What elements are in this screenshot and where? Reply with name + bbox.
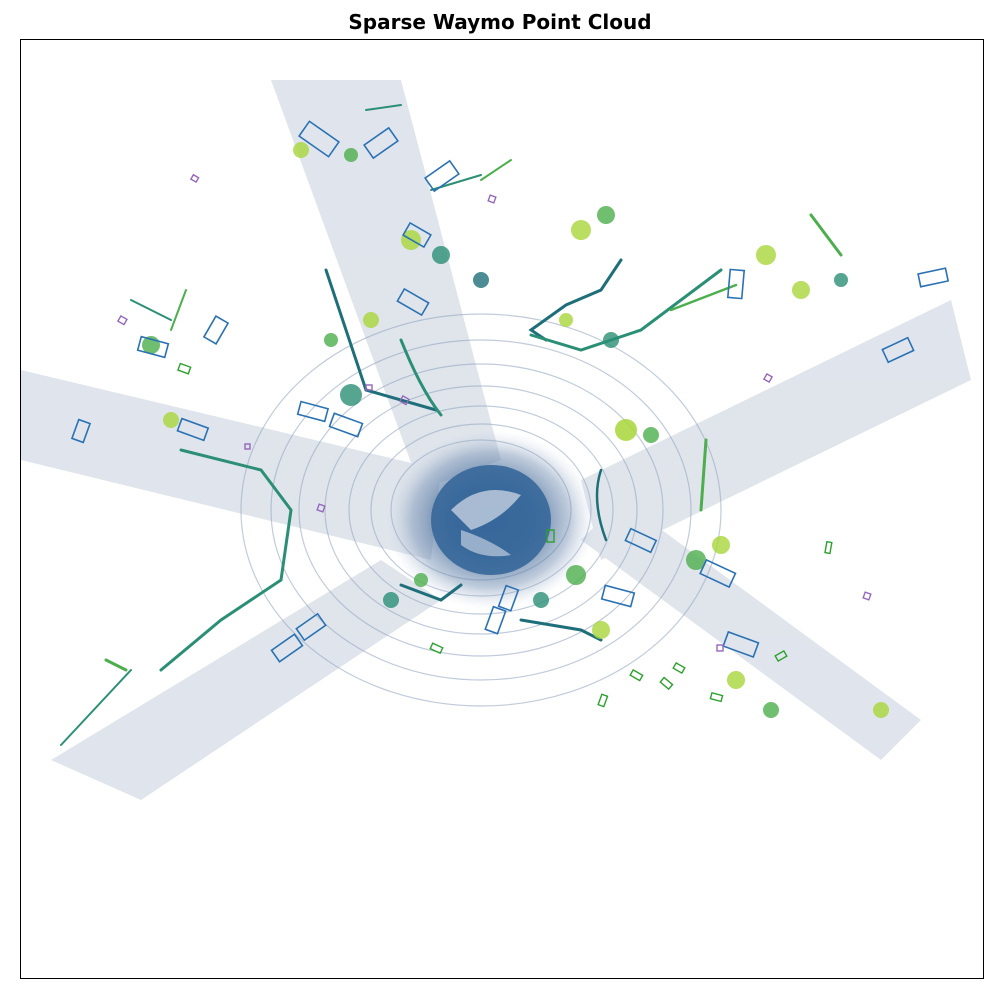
- sign-box: [316, 503, 326, 513]
- pedestrian-box: [774, 649, 788, 663]
- road-arm-north: [271, 80, 501, 490]
- road-arm-southeast: [581, 500, 921, 760]
- vehicle-boxes: [70, 120, 950, 663]
- vehicle-box: [424, 159, 460, 193]
- road-arm-west: [21, 370, 441, 560]
- vehicle-box: [497, 584, 520, 612]
- vehicle-box: [722, 630, 760, 659]
- pedestrian-box: [429, 642, 444, 655]
- road-arm-east: [581, 300, 971, 560]
- sign-box: [365, 384, 373, 391]
- vehicle-box: [176, 417, 210, 442]
- sign-box: [487, 194, 497, 204]
- sign-box: [716, 644, 724, 652]
- vehicle-box: [726, 268, 746, 300]
- vehicle-box: [202, 315, 230, 345]
- road-arm-southwest: [51, 560, 441, 800]
- sign-box: [762, 372, 774, 384]
- vehicle-box: [136, 335, 170, 359]
- sign-box: [862, 591, 872, 601]
- pedestrian-box: [659, 676, 674, 691]
- ground-returns: [21, 80, 971, 800]
- plot-title: Sparse Waymo Point Cloud: [348, 10, 652, 34]
- sign-boxes: [116, 173, 872, 652]
- vehicle-box: [600, 584, 636, 608]
- vehicle-box: [917, 267, 950, 288]
- sign-box: [116, 314, 128, 326]
- pedestrian-box: [177, 362, 192, 375]
- pedestrian-box: [629, 668, 644, 682]
- vehicle-box: [699, 558, 737, 589]
- vehicle-box: [295, 612, 327, 642]
- vehicle-box: [402, 221, 432, 249]
- vehicle-box: [396, 287, 430, 317]
- vehicle-box: [484, 605, 507, 635]
- ego-shadow: [451, 490, 521, 530]
- vehicle-box: [624, 527, 658, 554]
- point-cloud-plot: [21, 80, 971, 800]
- pedestrian-box: [709, 691, 724, 703]
- vehicle-box: [881, 336, 915, 364]
- pedestrian-box: [824, 540, 833, 555]
- vehicle-box: [70, 418, 92, 444]
- pedestrian-box: [672, 661, 686, 675]
- vehicle-box: [297, 120, 341, 158]
- sign-box: [398, 394, 410, 406]
- vehicle-box: [296, 400, 330, 423]
- ego-shadow-2: [461, 530, 511, 557]
- pedestrian-boxes: [177, 362, 833, 708]
- sign-box: [189, 173, 200, 184]
- pedestrian-box: [546, 529, 555, 543]
- vehicle-box: [328, 412, 364, 438]
- vehicle-box: [363, 126, 399, 160]
- sign-box: [244, 443, 251, 450]
- pedestrian-box: [597, 693, 609, 708]
- vehicle-box: [270, 633, 304, 663]
